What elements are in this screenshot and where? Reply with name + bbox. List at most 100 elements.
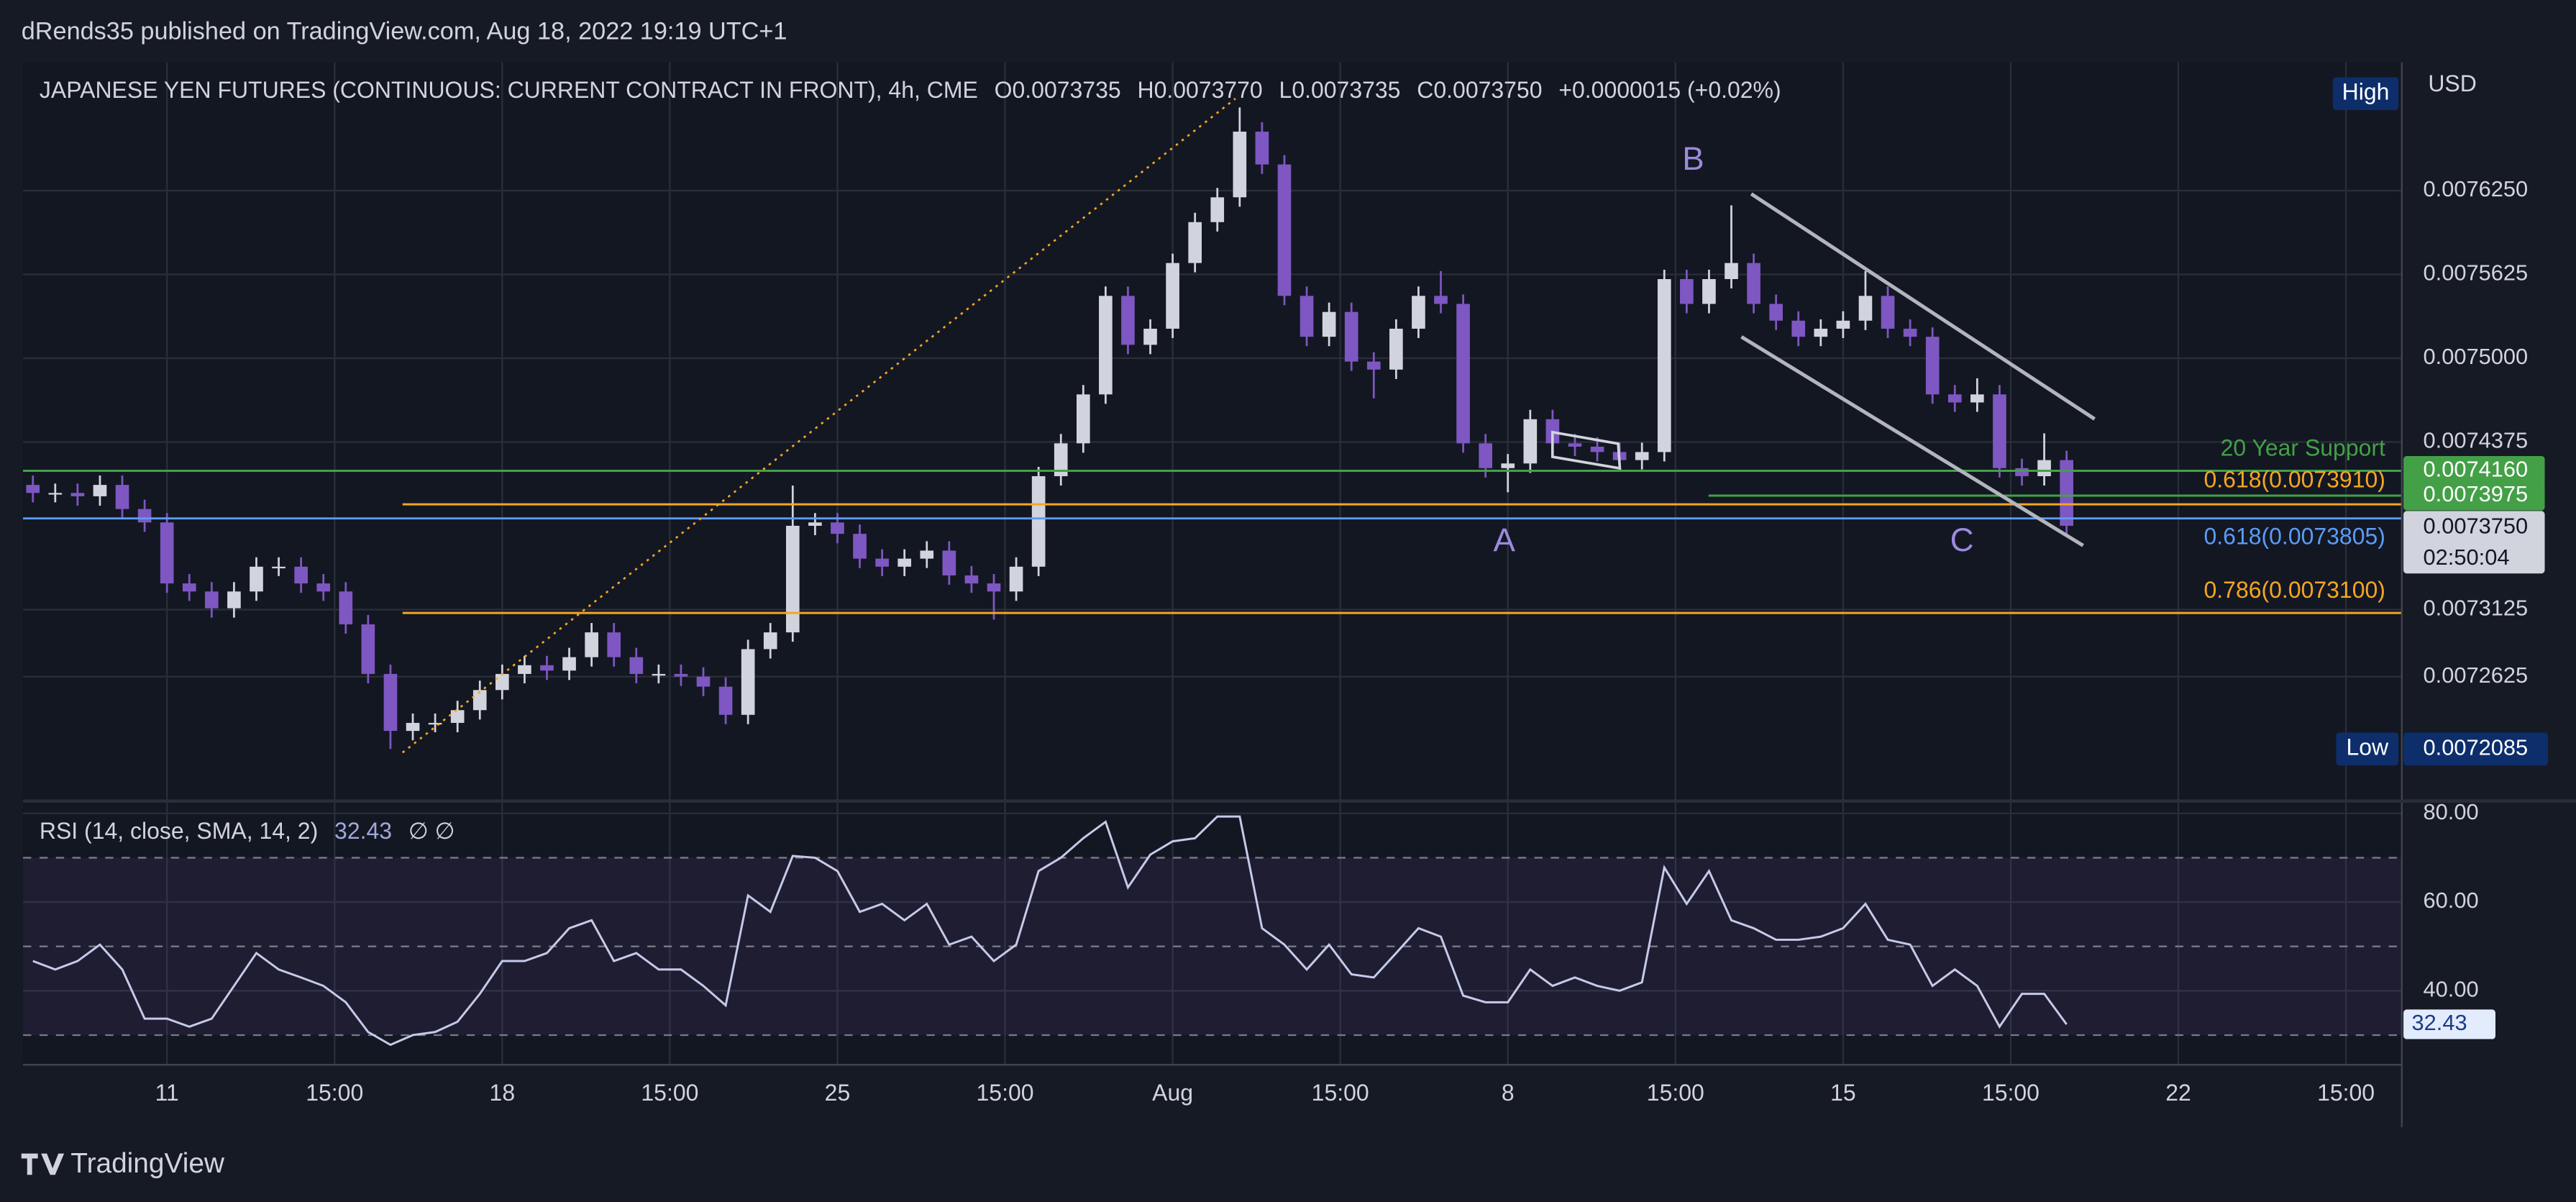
candle-body xyxy=(361,624,375,674)
candle-body xyxy=(1322,311,1336,337)
rsi-line xyxy=(32,815,2068,1047)
x-tick-label: 15:00 xyxy=(1312,1080,1369,1106)
level-badge-text: 0.0073975 xyxy=(2423,481,2528,506)
candle-body xyxy=(1925,337,1940,395)
x-tick-label: 15:00 xyxy=(2317,1080,2375,1106)
candle-body xyxy=(1568,443,1582,447)
rsi-value: 32.43 xyxy=(334,819,392,844)
candle-body xyxy=(2015,468,2029,476)
candle-body xyxy=(1456,304,1470,444)
axis-unit: USD xyxy=(2428,70,2477,96)
wave-label: B xyxy=(1682,140,1704,177)
level-label: 0.618(0.0073910) xyxy=(2204,467,2385,493)
candle-body xyxy=(1836,320,1850,329)
high-badge-text: High xyxy=(2342,79,2390,105)
candle-body xyxy=(607,632,621,657)
candle-body xyxy=(652,673,666,676)
candle-body xyxy=(428,722,442,725)
candle-body xyxy=(1277,164,1292,296)
candle-body xyxy=(1009,566,1023,592)
candle-body xyxy=(741,649,755,715)
candle-body xyxy=(518,665,531,674)
x-tick-label: 22 xyxy=(2165,1080,2191,1106)
candle-body xyxy=(272,566,286,569)
legend-high: H0.0073770 xyxy=(1137,77,1262,103)
candle-body xyxy=(1993,394,2006,468)
candle-body xyxy=(1858,296,1873,321)
candle-body xyxy=(383,673,398,732)
level-label: 20 Year Support xyxy=(2221,434,2385,460)
level-badge-text: 0.0074160 xyxy=(2423,457,2528,482)
candle-body xyxy=(696,676,711,687)
x-tick-label: 15:00 xyxy=(1982,1080,2040,1106)
candle-body xyxy=(1501,463,1515,468)
candle-body xyxy=(875,558,889,567)
candle-body xyxy=(1300,296,1314,337)
y-tick-label: 40.00 xyxy=(2423,976,2478,1001)
candle-body xyxy=(942,550,956,575)
candle-body xyxy=(1031,475,1046,567)
candle-body xyxy=(205,591,219,609)
candle-body xyxy=(1657,279,1671,452)
candle-body xyxy=(93,485,107,496)
candle-body xyxy=(1166,263,1179,329)
rsi-badge-text: 32.43 xyxy=(2411,1010,2467,1035)
candle-body xyxy=(1076,394,1090,444)
candle-body xyxy=(450,710,465,723)
candle-body xyxy=(585,632,598,657)
candle-body xyxy=(227,591,241,609)
candle-body xyxy=(718,686,733,715)
channel-upper xyxy=(1750,192,2096,421)
footer-logo: TradingView xyxy=(21,1148,225,1179)
candle-body xyxy=(406,722,420,732)
candle-body xyxy=(674,673,688,677)
legend-change: +0.0000015 (+0.02%) xyxy=(1558,77,1781,103)
candle-body xyxy=(1412,296,1425,329)
y-tick-label: 80.00 xyxy=(2423,799,2478,824)
plot-area xyxy=(23,62,2402,1065)
candle-body xyxy=(1210,197,1225,222)
candle-body xyxy=(48,493,63,495)
candle-body xyxy=(115,485,129,509)
candle-body xyxy=(1903,328,1917,337)
candle-body xyxy=(70,493,85,496)
candle-body xyxy=(1255,131,1269,165)
candle-body xyxy=(920,550,934,559)
legend-close: C0.0073750 xyxy=(1417,77,1542,103)
candle-body xyxy=(1523,419,1538,464)
y-tick-label: 0.0073125 xyxy=(2423,596,2528,621)
candle-body xyxy=(1590,446,1604,452)
candle-body xyxy=(808,522,822,526)
legend-title: JAPANESE YEN FUTURES (CONTINUOUS: CURREN… xyxy=(40,77,978,103)
candle-body xyxy=(562,657,576,671)
candle-body xyxy=(1635,452,1649,460)
candle-body xyxy=(1054,443,1068,476)
flag-drawing xyxy=(1550,430,1622,470)
candle-body xyxy=(1143,328,1157,345)
x-tick-label: 15:00 xyxy=(977,1080,1034,1106)
candle-body xyxy=(182,583,196,592)
candle-body xyxy=(316,583,331,592)
candle-body xyxy=(1366,361,1381,370)
rsi-extra: ∅ ∅ xyxy=(408,819,455,844)
candle-body xyxy=(763,632,777,650)
candle-body xyxy=(1188,222,1202,263)
candle-body xyxy=(1121,296,1135,345)
level-badge xyxy=(2403,481,2545,511)
candle-body xyxy=(1389,328,1403,370)
level-label: 0.786(0.0073100) xyxy=(2204,577,2385,603)
candle-body xyxy=(540,665,554,671)
level-label: 0.618(0.0073805) xyxy=(2204,524,2385,550)
high-badge xyxy=(2332,77,2399,111)
candle-body xyxy=(898,558,912,567)
rsi-badge xyxy=(2403,1009,2495,1039)
logo-icon xyxy=(21,1153,65,1175)
candle-body xyxy=(629,657,644,674)
candle-body xyxy=(1881,296,1895,329)
candle-body xyxy=(987,583,1001,592)
candle-body xyxy=(2060,460,2073,526)
countdown-text: 02:50:04 xyxy=(2423,545,2509,570)
candle-body xyxy=(26,485,40,493)
wave-label: C xyxy=(1950,522,1974,558)
candle-body xyxy=(1702,279,1716,304)
